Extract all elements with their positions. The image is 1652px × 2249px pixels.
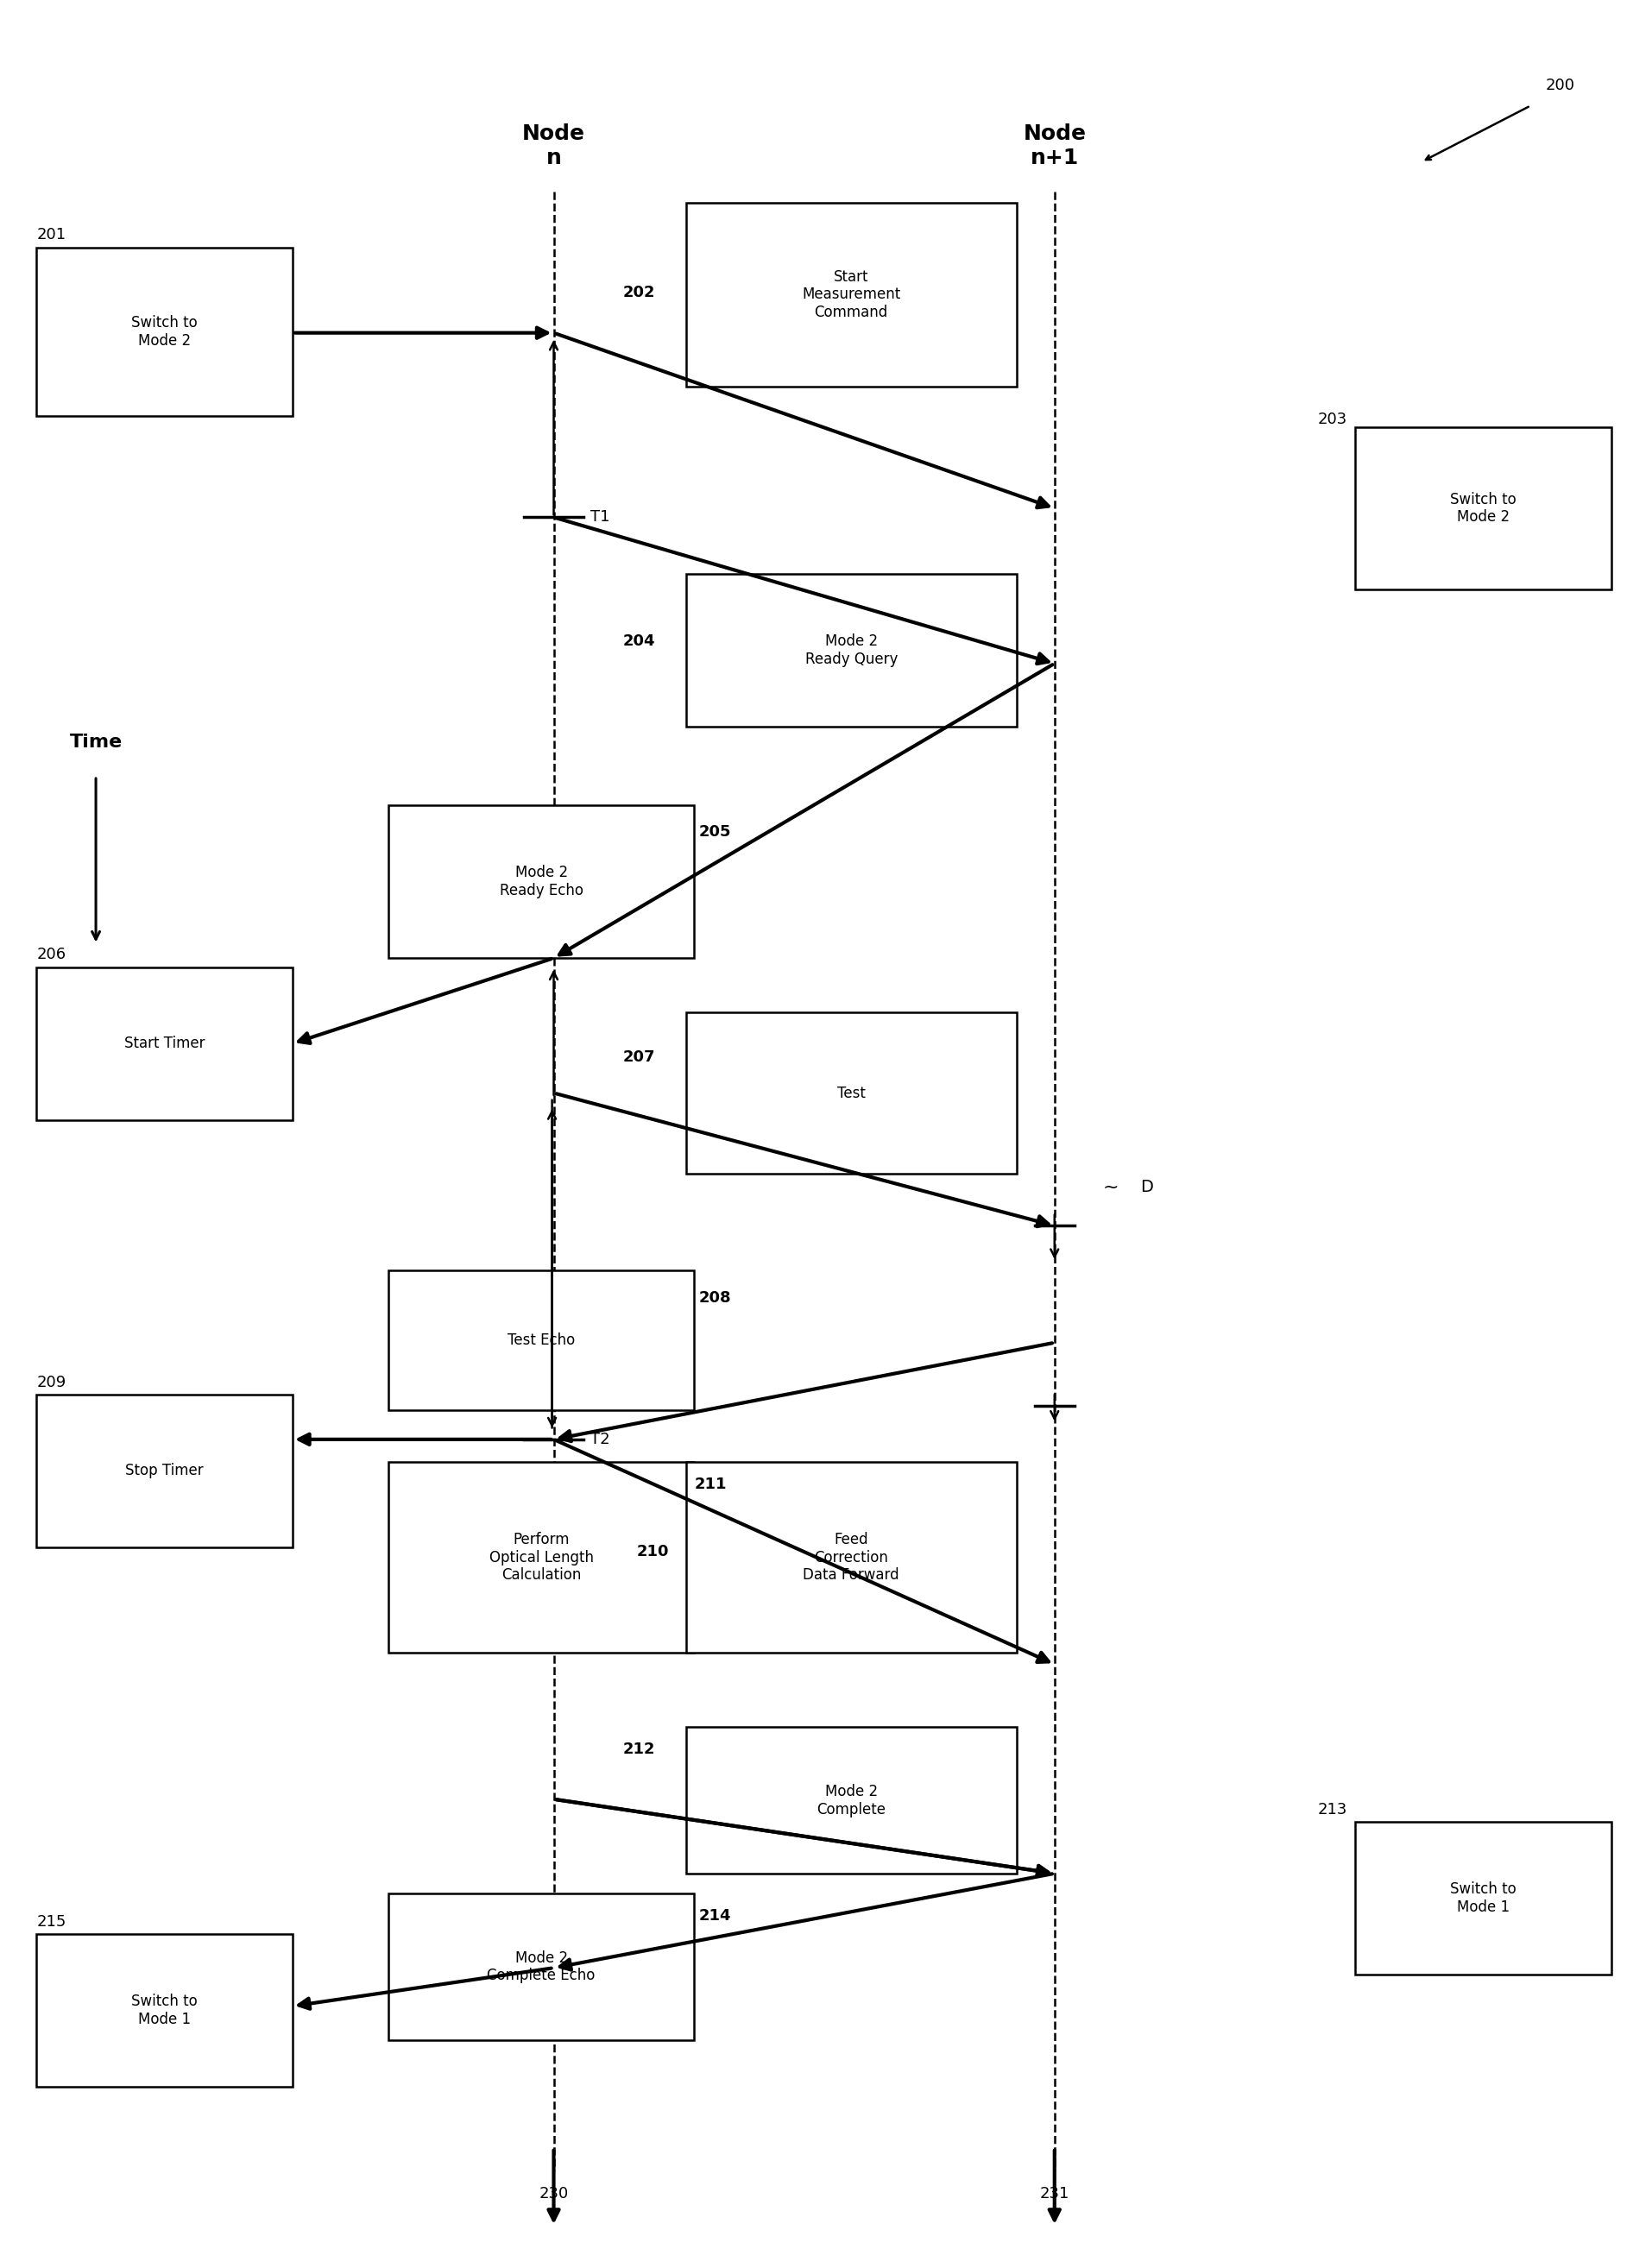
Text: Feed
Correction
Data Forward: Feed Correction Data Forward (803, 1532, 899, 1583)
Text: Switch to
Mode 1: Switch to Mode 1 (131, 1995, 198, 2026)
Text: D: D (1140, 1178, 1153, 1196)
Text: 205: 205 (699, 825, 732, 839)
Text: 230: 230 (539, 2186, 568, 2202)
Text: Perform
Optical Length
Calculation: Perform Optical Length Calculation (489, 1532, 593, 1583)
Text: 214: 214 (699, 1909, 732, 1923)
Text: 212: 212 (623, 1743, 656, 1756)
Text: Test Echo: Test Echo (507, 1334, 575, 1347)
Bar (388, 1462, 694, 1653)
Bar (686, 1727, 1016, 1873)
Text: Node
n: Node n (522, 124, 585, 169)
Text: 201: 201 (36, 227, 66, 243)
Text: 208: 208 (699, 1291, 732, 1304)
Text: Stop Timer: Stop Timer (126, 1464, 203, 1478)
Bar (36, 247, 292, 416)
Bar (686, 1012, 1016, 1174)
Text: 206: 206 (36, 947, 66, 963)
Text: 211: 211 (694, 1478, 727, 1491)
Bar (36, 967, 292, 1120)
Text: T2: T2 (590, 1433, 610, 1446)
Text: 204: 204 (623, 634, 656, 648)
Text: Switch to
Mode 2: Switch to Mode 2 (131, 315, 198, 349)
Text: 213: 213 (1317, 1801, 1346, 1817)
Bar (36, 1394, 292, 1547)
Text: Node
n+1: Node n+1 (1023, 124, 1085, 169)
Text: Start Timer: Start Timer (124, 1037, 205, 1050)
Bar (36, 1934, 292, 2087)
Bar (1355, 427, 1611, 589)
Text: Mode 2
Ready Query: Mode 2 Ready Query (805, 634, 897, 666)
Text: Time: Time (69, 733, 122, 751)
Text: 215: 215 (36, 1914, 66, 1930)
Text: Mode 2
Ready Echo: Mode 2 Ready Echo (499, 866, 583, 897)
Bar (686, 573, 1016, 726)
Text: 209: 209 (36, 1374, 66, 1390)
Bar (686, 202, 1016, 387)
Bar (1355, 1822, 1611, 1975)
Text: ~: ~ (1102, 1178, 1118, 1196)
Text: Mode 2
Complete Echo: Mode 2 Complete Echo (487, 1950, 595, 1984)
Bar (388, 1894, 694, 2040)
Text: 210: 210 (636, 1545, 669, 1559)
Text: 202: 202 (623, 286, 656, 299)
Text: 207: 207 (623, 1050, 656, 1064)
Text: 203: 203 (1317, 412, 1346, 427)
Bar (686, 1462, 1016, 1653)
Text: Test: Test (836, 1086, 866, 1100)
Text: 200: 200 (1545, 79, 1574, 92)
Text: 231: 231 (1039, 2186, 1069, 2202)
Text: Start
Measurement
Command: Start Measurement Command (801, 270, 900, 319)
Text: Mode 2
Complete: Mode 2 Complete (816, 1783, 885, 1817)
Text: T1: T1 (590, 511, 610, 524)
Bar (388, 805, 694, 958)
Text: Switch to
Mode 2: Switch to Mode 2 (1449, 493, 1517, 524)
Bar (388, 1271, 694, 1410)
Text: Switch to
Mode 1: Switch to Mode 1 (1449, 1882, 1517, 1914)
